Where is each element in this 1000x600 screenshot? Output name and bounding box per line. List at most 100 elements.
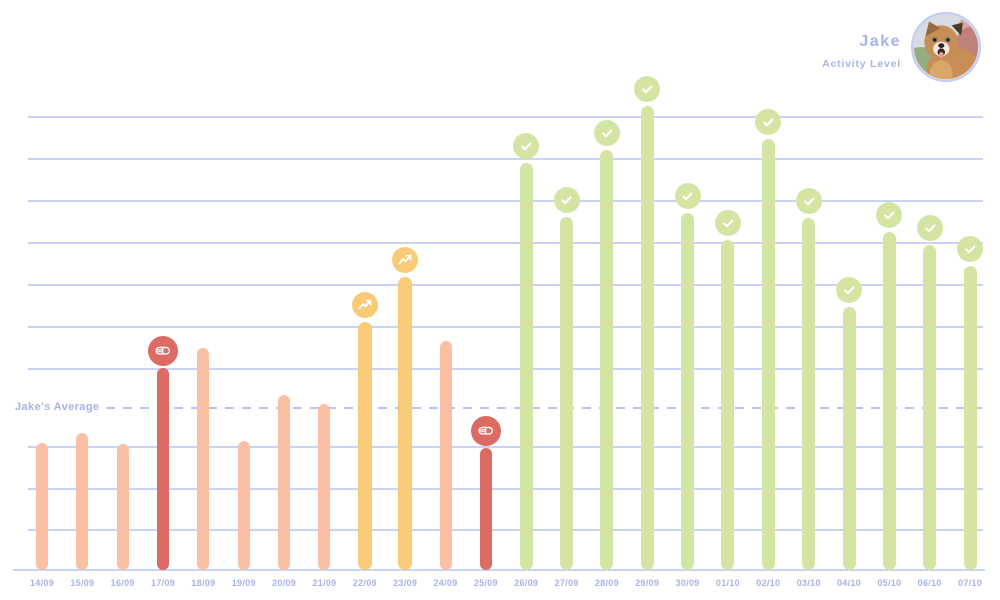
activity-bar[interactable] <box>882 232 896 570</box>
activity-bar[interactable] <box>439 341 452 570</box>
check-badge[interactable] <box>513 133 540 159</box>
check-icon <box>561 196 572 205</box>
activity-bar[interactable] <box>761 139 775 570</box>
x-axis-label: 21/09 <box>312 578 337 588</box>
check-badge[interactable] <box>957 236 984 262</box>
check-icon <box>601 129 613 138</box>
check-badge[interactable] <box>836 277 862 303</box>
check-badge[interactable] <box>755 109 782 135</box>
x-axis-label: 03/10 <box>796 578 821 588</box>
activity-bar[interactable] <box>318 404 331 570</box>
check-icon <box>682 192 693 201</box>
trend-badge[interactable] <box>351 292 378 318</box>
check-badge[interactable] <box>876 202 903 228</box>
activity-bar[interactable] <box>600 150 614 570</box>
x-axis-label: 19/09 <box>231 578 256 588</box>
x-axis-label: 06/10 <box>917 578 942 588</box>
pill-badge[interactable] <box>148 336 179 366</box>
trend-badge[interactable] <box>392 247 419 273</box>
activity-bar[interactable] <box>681 213 695 570</box>
x-axis-label: 27/09 <box>554 578 579 588</box>
activity-bar[interactable] <box>116 444 129 570</box>
average-label: Jake's Average <box>15 401 100 413</box>
profile-subtitle: Activity Level <box>822 58 901 70</box>
activity-bar[interactable] <box>560 217 574 570</box>
x-axis-label: 14/09 <box>29 578 55 588</box>
gridline <box>28 200 983 202</box>
check-icon <box>965 245 976 254</box>
gridline <box>28 488 983 490</box>
profile-name: Jake <box>859 33 901 50</box>
activity-bar[interactable] <box>479 448 492 570</box>
avatar[interactable] <box>911 12 981 82</box>
pill-icon <box>155 347 171 355</box>
check-icon <box>924 224 935 233</box>
x-axis-label: 28/09 <box>594 578 619 588</box>
check-icon <box>803 197 814 206</box>
check-icon <box>763 118 774 127</box>
gridline <box>28 529 983 531</box>
activity-bar[interactable] <box>802 218 816 570</box>
check-badge[interactable] <box>916 215 943 241</box>
x-axis-label: 26/09 <box>514 578 539 588</box>
dog-photo <box>913 14 979 80</box>
gridline <box>28 368 983 370</box>
check-badge[interactable] <box>795 188 822 214</box>
activity-bar[interactable] <box>923 245 937 570</box>
x-axis-label: 17/09 <box>151 578 176 588</box>
x-axis-label: 18/09 <box>191 578 216 588</box>
check-badge[interactable] <box>553 187 580 213</box>
activity-bar[interactable] <box>278 395 291 570</box>
gridline <box>28 242 983 244</box>
pill-icon <box>478 427 494 435</box>
activity-bar[interactable] <box>357 322 372 570</box>
check-icon <box>723 219 734 228</box>
x-axis-label: 22/09 <box>352 578 377 588</box>
x-axis-label: 20/09 <box>272 578 297 588</box>
check-icon <box>844 286 855 295</box>
activity-bar[interactable] <box>157 368 170 570</box>
gridline <box>28 158 983 160</box>
activity-bar[interactable] <box>640 106 654 570</box>
x-axis-label: 04/10 <box>836 578 862 588</box>
pill-badge[interactable] <box>470 416 501 446</box>
trend-up-icon <box>398 254 412 265</box>
check-badge[interactable] <box>634 76 661 102</box>
activity-bar[interactable] <box>842 307 856 570</box>
activity-bar[interactable] <box>237 441 250 570</box>
x-axis-label: 15/09 <box>70 578 95 588</box>
x-axis-label: 24/09 <box>433 578 458 588</box>
x-axis-label: 23/09 <box>393 578 418 588</box>
x-axis-label: 01/10 <box>715 578 740 588</box>
activity-bar[interactable] <box>398 277 413 570</box>
x-axis-label: 05/10 <box>877 578 902 588</box>
activity-bar[interactable] <box>36 443 48 570</box>
check-icon <box>642 85 653 94</box>
activity-bar[interactable] <box>76 433 89 570</box>
x-axis-label: 16/09 <box>110 578 135 588</box>
activity-bar[interactable] <box>721 240 735 570</box>
gridline <box>28 326 983 328</box>
trend-up-icon <box>358 299 372 310</box>
x-axis-label: 29/09 <box>635 578 660 588</box>
activity-bar[interactable] <box>963 266 977 570</box>
gridline <box>28 116 983 118</box>
activity-bar[interactable] <box>197 348 210 570</box>
gridline <box>28 284 983 286</box>
check-icon <box>521 142 532 151</box>
check-badge[interactable] <box>593 120 620 146</box>
check-icon <box>884 211 895 220</box>
x-axis-label: 07/10 <box>958 578 983 588</box>
activity-bar[interactable] <box>519 163 533 570</box>
average-line <box>106 407 983 409</box>
x-axis-line <box>13 569 985 571</box>
x-axis-label: 25/09 <box>473 578 498 588</box>
profile-header: Jake Activity Level <box>822 33 901 70</box>
check-badge[interactable] <box>714 210 741 236</box>
x-axis-label: 02/10 <box>756 578 781 588</box>
gridline <box>28 446 983 448</box>
x-axis-label: 30/09 <box>675 578 700 588</box>
check-badge[interactable] <box>674 183 701 209</box>
